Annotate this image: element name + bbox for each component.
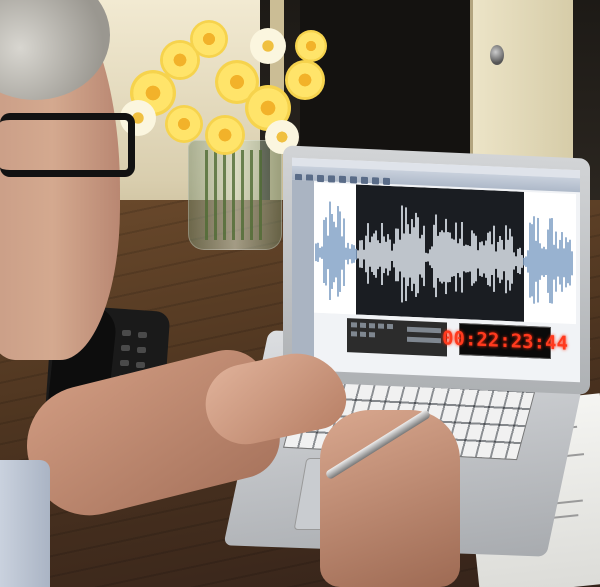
transport-button[interactable]: [360, 322, 366, 328]
dark-window: [300, 0, 470, 170]
shirt-sleeve: [0, 460, 50, 587]
time-counter: 00:22:23:44: [442, 323, 568, 360]
toolbar-icon[interactable]: [361, 176, 368, 185]
transport-button[interactable]: [351, 322, 357, 328]
time-counter-value: 00:22:23:44: [442, 327, 568, 355]
toolbar-icon[interactable]: [328, 175, 335, 183]
daffodil: [285, 60, 325, 100]
toolbar-icon[interactable]: [339, 175, 346, 184]
transport-button[interactable]: [360, 331, 366, 337]
transport-button[interactable]: [369, 332, 375, 338]
transport-button[interactable]: [378, 323, 384, 329]
transport-controls: [347, 318, 447, 357]
toolbar-icon[interactable]: [317, 174, 324, 183]
waveform-editor[interactable]: [314, 182, 576, 325]
waveform-samples: [315, 201, 573, 304]
daffodil: [165, 105, 203, 143]
level-meter: [407, 326, 441, 334]
daffodil: [295, 30, 327, 62]
flower-stems: [205, 150, 265, 240]
transport-button[interactable]: [387, 323, 393, 330]
toolbar-icon[interactable]: [372, 177, 379, 185]
daffodil: [205, 115, 245, 155]
app-sidebar: [292, 179, 314, 371]
eyeglasses: [0, 113, 135, 177]
laptop-screen: 00:22:23:44: [292, 157, 580, 383]
door-knob: [490, 45, 504, 65]
transport-button[interactable]: [369, 323, 375, 329]
daffodil: [250, 28, 286, 64]
audio-waveform: [314, 182, 573, 322]
toolbar-icon[interactable]: [383, 177, 390, 185]
level-meter: [407, 336, 441, 344]
transport-button[interactable]: [351, 331, 357, 337]
daffodil: [190, 20, 228, 58]
toolbar-icon[interactable]: [350, 176, 357, 184]
